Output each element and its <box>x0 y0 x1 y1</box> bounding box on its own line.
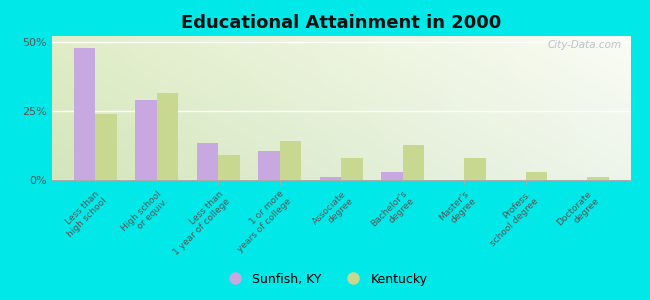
Bar <box>95 113 116 180</box>
Bar <box>196 142 218 180</box>
Bar <box>135 100 157 180</box>
Legend: Sunfish, KY, Kentucky: Sunfish, KY, Kentucky <box>218 268 432 291</box>
Bar <box>73 49 95 180</box>
Title: Educational Attainment in 2000: Educational Attainment in 2000 <box>181 14 501 32</box>
Bar <box>526 172 547 180</box>
Bar <box>280 141 301 180</box>
Bar <box>341 158 363 180</box>
Bar <box>588 177 609 180</box>
Bar <box>258 151 280 180</box>
Bar <box>464 158 486 180</box>
Text: City-Data.com: City-Data.com <box>548 40 622 50</box>
Bar <box>320 177 341 180</box>
Bar <box>157 93 178 180</box>
Bar <box>382 172 403 180</box>
Bar <box>403 146 424 180</box>
Bar <box>218 155 240 180</box>
